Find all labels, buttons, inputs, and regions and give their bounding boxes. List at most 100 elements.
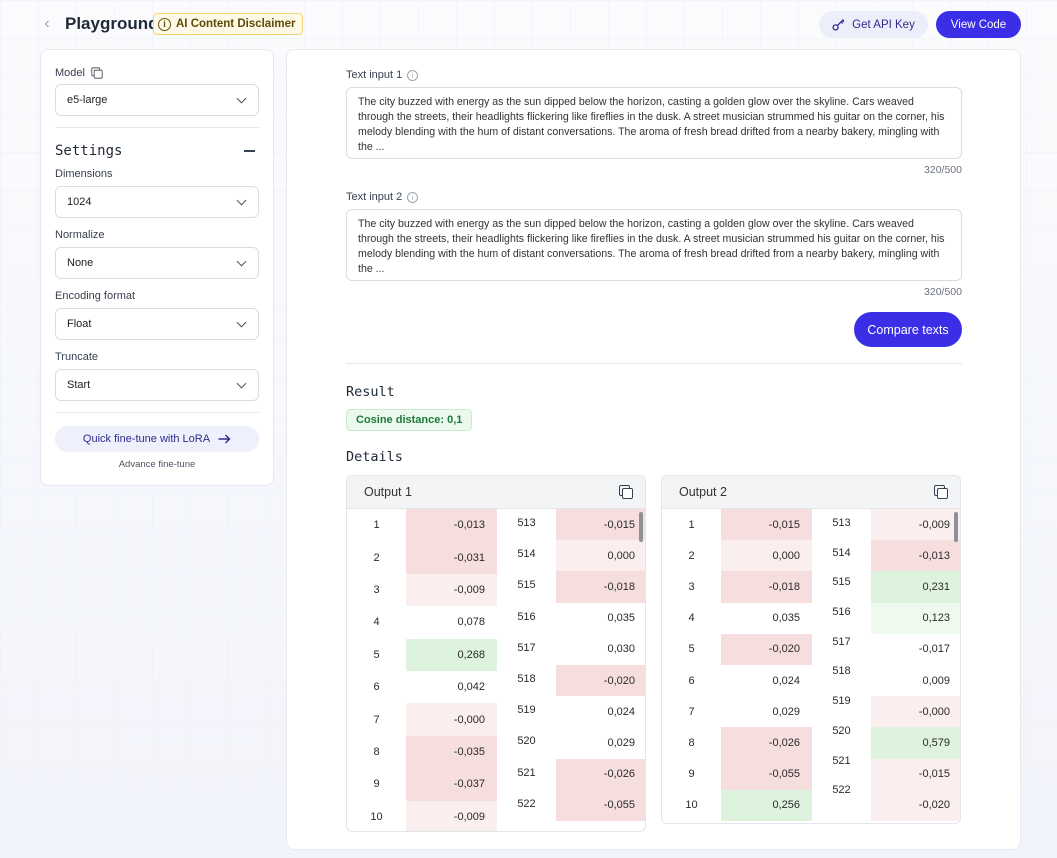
row-index: 521 (517, 766, 536, 779)
info-icon: i (158, 17, 171, 31)
divider (55, 127, 259, 128)
model-select[interactable]: e5-large (55, 84, 259, 116)
row-value: 0,000 (556, 540, 645, 572)
back-chevron-icon[interactable]: ‹ (44, 15, 50, 32)
index-column: 1 2 3 4 5 6 7 8 9 10 (662, 509, 721, 821)
lora-finetune-label: Quick fine-tune with LoRA (82, 433, 211, 445)
row-value: -0,009 (871, 509, 960, 541)
model-field-label: Model (55, 66, 104, 80)
encoding-format-select-value: Float (67, 318, 92, 330)
settings-panel: Model e5-large Settings Dimensions 1024 … (40, 49, 274, 486)
chevron-down-icon (236, 195, 247, 205)
row-index: 514 (832, 546, 851, 559)
row-index: 520 (517, 735, 536, 748)
row-index: 518 (517, 672, 536, 685)
info-icon[interactable]: i (407, 69, 419, 81)
row-value: 0,029 (556, 727, 645, 759)
chevron-down-icon (236, 317, 247, 327)
truncate-label: Truncate (55, 351, 99, 363)
row-index: 6 (373, 681, 380, 694)
text-input-2-label: Text input 2 i (346, 191, 419, 203)
row-index: 8 (373, 745, 380, 758)
row-value: 0,231 (871, 571, 960, 603)
row-value: 0,256 (721, 789, 812, 821)
row-value: 0,030 (556, 633, 645, 665)
dimensions-select[interactable]: 1024 (55, 186, 259, 218)
text-input-1-label-text: Text input 1 (346, 69, 403, 81)
text-input-1-label: Text input 1 i (346, 69, 419, 81)
scrollbar-thumb[interactable] (639, 512, 643, 542)
row-value: -0,013 (406, 509, 497, 542)
row-index: 7 (373, 713, 380, 726)
advance-finetune-link[interactable]: Advance fine-tune (118, 459, 196, 470)
get-api-key-button[interactable]: Get API Key (819, 11, 928, 38)
output-1-header: Output 1 (347, 476, 645, 509)
output-1-card: Output 1 1 2 3 4 5 6 7 8 9 10 -0,013 -0,031 -0,009 0,… (346, 475, 646, 832)
copy-icon[interactable] (934, 485, 948, 499)
encoding-format-label: Encoding format (55, 290, 136, 302)
row-index: 522 (517, 797, 536, 810)
chevron-down-icon (236, 93, 247, 103)
row-value: -0,026 (721, 727, 812, 759)
row-index: 3 (373, 583, 380, 596)
collapse-minus-icon[interactable] (244, 150, 255, 152)
compare-texts-button[interactable]: Compare texts (854, 312, 962, 347)
value-column: -0,013 -0,031 -0,009 0,078 0,268 0,042 -0,000-… (406, 509, 497, 831)
ai-disclaimer-badge[interactable]: i AI Content Disclaimer (153, 13, 303, 35)
row-value: -0,020 (871, 789, 960, 821)
row-value: -0,018 (721, 571, 812, 603)
row-index: 5 (688, 643, 695, 656)
view-code-button[interactable]: View Code (936, 11, 1021, 38)
row-index: 10 (370, 810, 383, 823)
copy-icon[interactable] (91, 67, 103, 79)
index-column: 1 2 3 4 5 6 7 8 9 10 (347, 509, 406, 831)
row-value: -0,020 (721, 633, 812, 665)
lora-finetune-button[interactable]: Quick fine-tune with LoRA (55, 426, 259, 452)
truncate-select[interactable]: Start (55, 369, 259, 401)
row-value: 0,029 (721, 696, 812, 728)
row-index: 519 (832, 695, 851, 708)
text-input-2[interactable]: The city buzzed with energy as the sun d… (346, 209, 962, 281)
dimensions-select-value: 1024 (67, 196, 92, 208)
row-value: -0,015 (721, 509, 812, 541)
row-index: 516 (517, 610, 536, 623)
row-value: 0,009 (871, 664, 960, 697)
row-value: 0,000 (721, 540, 812, 572)
row-index: 5 (373, 648, 380, 661)
row-index: 8 (688, 736, 695, 749)
result-title: Result (346, 384, 395, 400)
value-column: -0,015 0,000 -0,018 0,035 -0,020 0,024 0,029 -0… (721, 509, 812, 821)
row-index: 4 (688, 612, 695, 625)
dimensions-label: Dimensions (55, 168, 113, 180)
row-index: 1 (373, 519, 380, 532)
model-select-value: e5-large (67, 94, 108, 106)
normalize-select[interactable]: None (55, 247, 259, 279)
row-value: -0,017 (871, 633, 960, 665)
row-index: 513 (517, 517, 536, 529)
copy-icon[interactable] (619, 485, 633, 499)
row-index: 517 (517, 641, 536, 654)
output-2-card: Output 2 1 2 3 4 5 6 7 8 9 10 -0,015 0,000 -0,018 0,0… (661, 475, 961, 824)
row-value: -0,020 (556, 664, 645, 697)
scrollbar-thumb[interactable] (954, 512, 958, 542)
row-value: 0,123 (871, 602, 960, 634)
row-value: -0,015 (871, 758, 960, 790)
text-input-1[interactable]: The city buzzed with energy as the sun d… (346, 87, 962, 159)
page-title: Playground (65, 14, 159, 33)
row-value: -0,035 (406, 735, 497, 769)
encoding-format-select[interactable]: Float (55, 308, 259, 340)
row-index: 514 (517, 548, 536, 561)
row-value: -0,000 (871, 696, 960, 728)
text-input-1-counter: 320/500 (924, 164, 962, 176)
index-column: 513 514 515 516 517 518 519 520 521 522 (812, 509, 871, 806)
text-input-2-counter: 320/500 (924, 286, 962, 298)
row-value: 0,035 (556, 602, 645, 634)
row-index: 513 (832, 517, 851, 529)
info-icon[interactable]: i (407, 191, 419, 203)
value-column: -0,009 -0,013 0,231 0,123 -0,017 0,009 -0,000 0… (871, 509, 960, 821)
cosine-distance-badge: Cosine distance: 0,1 (346, 409, 473, 431)
divider (55, 412, 259, 413)
details-title: Details (346, 449, 403, 465)
value-column: -0,015 0,000 -0,018 0,035 0,030 -0,020 0,024 0,… (556, 509, 645, 821)
row-index: 9 (688, 768, 695, 781)
